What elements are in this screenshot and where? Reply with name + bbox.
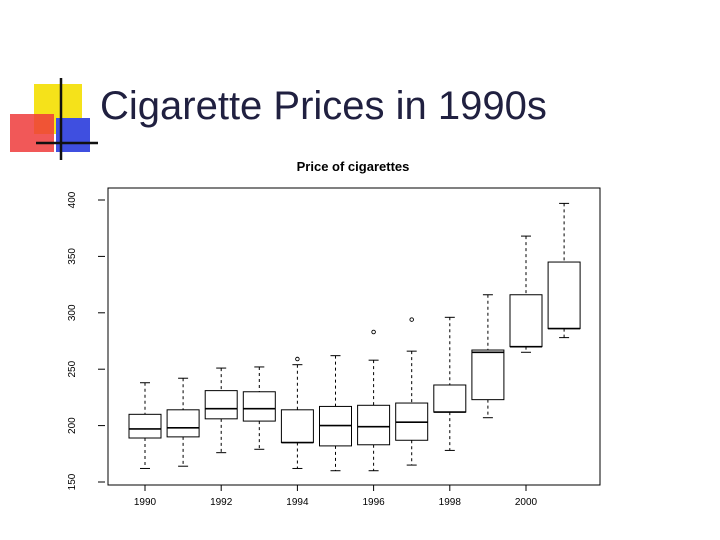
box-1994 bbox=[280, 356, 314, 469]
box-iqr bbox=[166, 409, 200, 438]
box-1998 bbox=[433, 316, 467, 451]
logo-red-square bbox=[10, 114, 54, 152]
x-tick-label: 1990 bbox=[134, 497, 157, 508]
y-tick-label: 150 bbox=[67, 473, 78, 490]
y-tick-label: 350 bbox=[67, 248, 78, 265]
box-1990 bbox=[128, 382, 162, 469]
x-tick-label: 2000 bbox=[515, 497, 538, 508]
plot-frame bbox=[107, 187, 601, 486]
slide-title: Cigarette Prices in 1990s bbox=[100, 84, 547, 128]
outlier-point bbox=[371, 329, 376, 335]
box-1991 bbox=[166, 377, 200, 467]
chart-svg: Price of cigarettes 150 200 250 300 350 400 1… bbox=[67, 159, 601, 508]
box-1995 bbox=[319, 355, 352, 472]
box-iqr bbox=[204, 390, 238, 420]
y-axis: 150 200 250 300 350 400 bbox=[67, 191, 105, 490]
x-tick-label: 1994 bbox=[286, 497, 309, 508]
box-1997 bbox=[395, 317, 429, 466]
box-2001 bbox=[547, 202, 581, 339]
x-tick-label: 1996 bbox=[362, 497, 385, 508]
slide-logo bbox=[10, 78, 98, 160]
box-iqr bbox=[128, 413, 162, 439]
box-iqr bbox=[357, 404, 391, 446]
box-1993 bbox=[242, 366, 276, 450]
box-iqr bbox=[471, 349, 505, 401]
y-tick-label: 250 bbox=[67, 360, 78, 377]
box-iqr bbox=[242, 391, 276, 422]
box-2000 bbox=[509, 235, 543, 353]
box-iqr bbox=[547, 261, 581, 330]
box-iqr bbox=[509, 294, 543, 348]
outlier-point bbox=[409, 317, 414, 322]
box-iqr bbox=[280, 409, 314, 444]
y-tick-label: 300 bbox=[67, 304, 78, 321]
box-1992 bbox=[204, 367, 238, 454]
x-tick-label: 1992 bbox=[210, 497, 233, 508]
box-1999 bbox=[471, 294, 505, 419]
box-iqr bbox=[433, 384, 467, 413]
x-tick-label: 1998 bbox=[439, 497, 462, 508]
boxplot-chart: Price of cigarettes 150 200 250 300 350 400 1… bbox=[60, 150, 620, 520]
outlier-point bbox=[295, 356, 300, 362]
x-axis: 1990 1992 1994 1996 1998 2000 bbox=[134, 485, 538, 508]
y-tick-label: 200 bbox=[67, 417, 78, 434]
y-tick-label: 400 bbox=[67, 191, 78, 208]
chart-title: Price of cigarettes bbox=[297, 159, 410, 174]
box-series bbox=[128, 202, 581, 472]
box-1996 bbox=[357, 329, 391, 472]
